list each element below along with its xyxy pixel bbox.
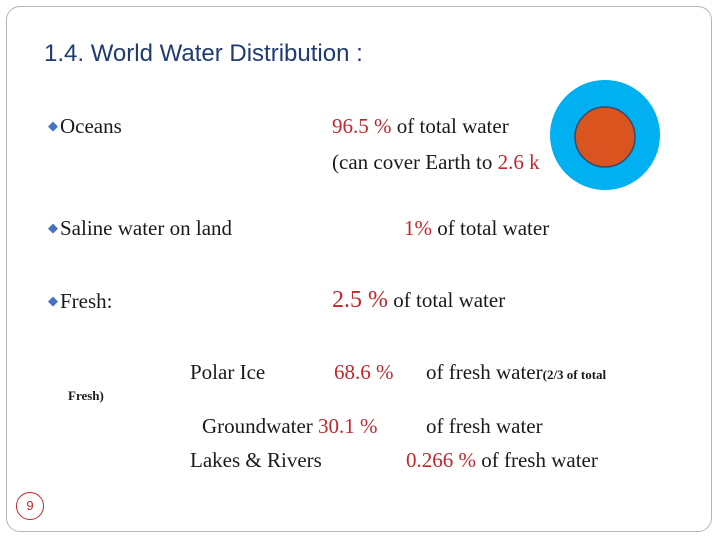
- bullet-icon: ◆: [48, 293, 58, 308]
- oceans-value: 96.5 % of total water: [332, 114, 509, 139]
- polar-ice-percent: 68.6 %: [334, 360, 394, 384]
- saline-row: ◆Saline water on land: [48, 216, 232, 241]
- lakes-value: 0.266 % of fresh water: [406, 448, 598, 473]
- earth-water-globe-icon: [550, 80, 660, 190]
- lakes-label: Lakes & Rivers: [190, 448, 322, 472]
- page-number-badge: 9: [16, 492, 44, 520]
- saline-label: Saline water on land: [60, 216, 233, 240]
- saline-suffix: of total water: [432, 216, 550, 240]
- lakes-percent: 0.266 %: [406, 448, 476, 472]
- oceans-suffix: of total water: [391, 114, 509, 138]
- oceans-row: ◆Oceans: [48, 114, 122, 139]
- fresh-value: 2.5 % of total water: [332, 286, 505, 315]
- oceans-cover-prefix: (can cover Earth to: [332, 150, 498, 174]
- groundwater-percent: 30.1 %: [318, 414, 378, 438]
- oceans-percent: 96.5 %: [332, 114, 392, 138]
- slide-title: 1.4. World Water Distribution :: [44, 40, 363, 67]
- oceans-label: Oceans: [60, 114, 122, 138]
- groundwater-row: Groundwater 30.1 %: [202, 414, 378, 439]
- bullet-icon: ◆: [48, 220, 58, 235]
- polar-ice-note-cont: Fresh): [68, 388, 104, 403]
- fresh-row: ◆Fresh:: [48, 289, 113, 314]
- saline-percent: 1%: [404, 216, 432, 240]
- slide-frame: [6, 6, 712, 532]
- polar-ice-note: (2/3 of total: [542, 367, 607, 382]
- polar-ice-suffix: of fresh water(2/3 of total: [426, 360, 606, 385]
- polar-ice-label: Polar Ice: [190, 360, 266, 384]
- bullet-icon: ◆: [48, 118, 58, 133]
- oceans-cover-note: (can cover Earth to 2.6 k: [332, 150, 540, 175]
- lakes-suffix: of fresh water: [476, 448, 598, 472]
- fresh-percent: 2.5 %: [332, 287, 388, 313]
- fresh-label: Fresh:: [60, 289, 113, 313]
- saline-value: 1% of total water: [404, 216, 549, 241]
- land-circle: [574, 106, 636, 168]
- polar-ice-suffix-text: of fresh water: [426, 360, 543, 384]
- groundwater-label: Groundwater: [202, 414, 319, 438]
- groundwater-suffix: of fresh water: [426, 414, 543, 438]
- oceans-cover-value: 2.6 k: [497, 150, 540, 174]
- fresh-suffix: of total water: [388, 288, 506, 312]
